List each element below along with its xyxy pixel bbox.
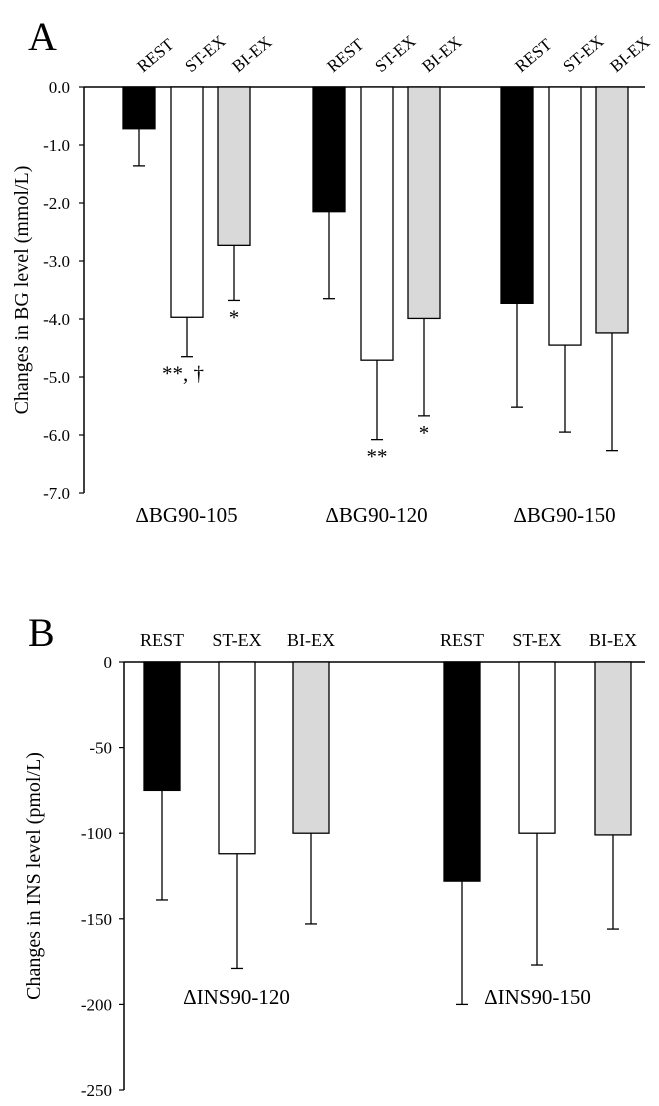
y-tick-label: -7.0 (43, 484, 70, 503)
significance-marker: ** (367, 445, 388, 469)
y-tick-label: -150 (81, 910, 112, 929)
series-label: REST (133, 34, 178, 76)
y-tick-label: -4.0 (43, 310, 70, 329)
y-tick-label: -200 (81, 995, 112, 1014)
significance-marker: * (419, 421, 430, 445)
bar-bi-ex-3 (595, 86, 629, 334)
bar-st-ex-2 (518, 661, 556, 834)
bar-rest-1 (143, 661, 181, 792)
chart-b: 0 -50 -100 -150 -200 -250 Changes in INS level… (23, 630, 645, 1100)
bar-rest-3 (500, 86, 534, 304)
y-tick-label: -250 (81, 1081, 112, 1100)
x-category-label: ΔINS90-120 (183, 985, 290, 1009)
significance-marker: * (229, 305, 240, 329)
chart-a: 0.0 -1.0 -2.0 -3.0 -4.0 -5.0 -6.0 -7.0 Changes i… (11, 32, 653, 527)
bar-bi-ex-1 (217, 86, 251, 246)
y-tick-label: -6.0 (43, 426, 70, 445)
bar-bi-ex-2 (407, 86, 441, 320)
significance-marker: **, † (162, 362, 204, 386)
series-label: BI-EX (418, 32, 465, 76)
bar-rest-1 (122, 86, 156, 130)
bar-st-ex-2 (360, 86, 394, 361)
bar-st-ex-1 (170, 86, 204, 318)
panel-a-letter: A (28, 14, 57, 59)
bar-st-ex-3 (548, 86, 582, 346)
y-tick-label: -50 (89, 739, 112, 758)
series-label: BI-EX (606, 32, 653, 76)
series-label: ST-EX (371, 32, 419, 77)
x-category-label: ΔBG90-150 (513, 503, 615, 527)
bar-bi-ex-2 (594, 661, 632, 836)
bar-bi-ex-1 (292, 661, 330, 834)
bar-rest-2 (312, 86, 346, 213)
y-tick-label: 0.0 (49, 78, 70, 97)
y-axis-label: Changes in INS level (pmol/L) (23, 752, 45, 1000)
x-category-label: ΔINS90-150 (484, 985, 591, 1009)
bar-rest-2 (443, 661, 481, 882)
y-tick-label: -3.0 (43, 252, 70, 271)
series-label: ST-EX (181, 32, 229, 77)
series-label: REST (140, 630, 184, 650)
series-label: REST (440, 630, 484, 650)
y-axis-label: Changes in BG level (mmol/L) (11, 166, 33, 415)
y-tick-label: -1.0 (43, 136, 70, 155)
series-label: ST-EX (212, 630, 261, 650)
series-label: BI-EX (287, 630, 335, 650)
x-category-label: ΔBG90-120 (325, 503, 427, 527)
series-label: ST-EX (512, 630, 561, 650)
y-tick-label: -5.0 (43, 368, 70, 387)
series-label: REST (323, 34, 368, 76)
panel-b-letter: B (28, 610, 55, 655)
series-label: BI-EX (589, 630, 637, 650)
bar-st-ex-1 (218, 661, 256, 855)
x-category-label: ΔBG90-105 (135, 503, 237, 527)
y-tick-label: -100 (81, 824, 112, 843)
y-tick-label: -2.0 (43, 194, 70, 213)
series-label: BI-EX (228, 32, 275, 76)
series-label: ST-EX (559, 32, 607, 77)
series-label: REST (511, 34, 556, 76)
y-tick-label: 0 (104, 653, 113, 672)
